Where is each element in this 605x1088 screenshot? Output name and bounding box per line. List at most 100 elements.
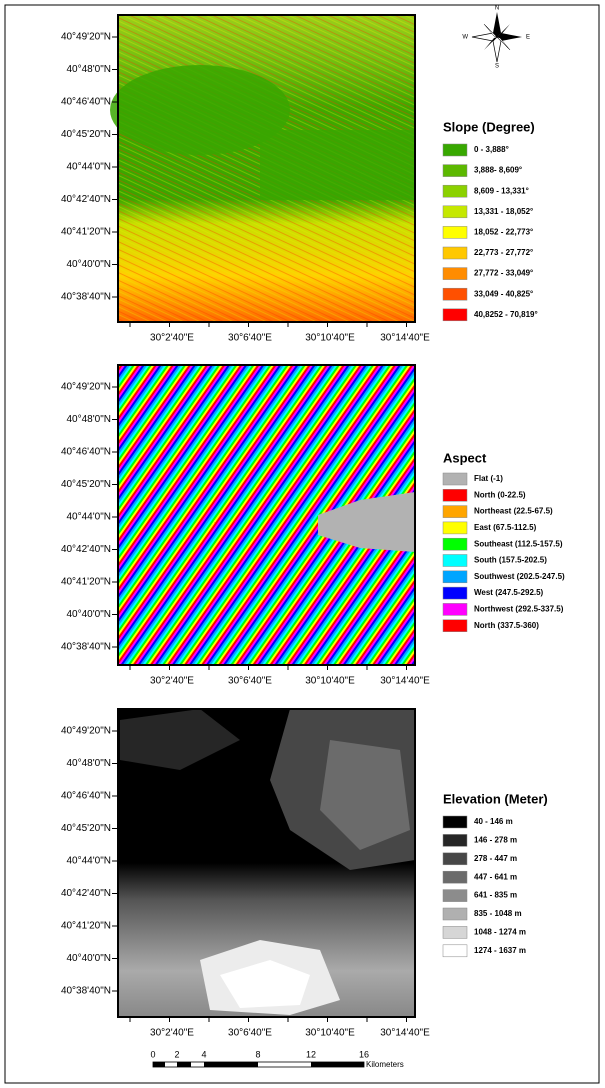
scale-label: 4 (201, 1049, 206, 1059)
legend-label: 278 - 447 m (474, 854, 517, 863)
lat-label: 40°41'20"N (61, 921, 111, 932)
lat-label: 40°46'40"N (61, 97, 111, 108)
legend-label: 33,049 - 40,825° (474, 289, 533, 298)
scale-label: 16 (359, 1049, 369, 1059)
legend-swatch (443, 587, 467, 599)
legend-swatch (443, 538, 467, 550)
legend-swatch (443, 926, 467, 938)
lon-label: 30°14'40"E (380, 333, 430, 344)
legend-label: 22,773 - 27,772° (474, 248, 533, 257)
lon-label: 30°6'40"E (228, 333, 272, 344)
lat-label: 40°44'0"N (67, 856, 112, 867)
legend-label: 447 - 641 m (474, 872, 517, 881)
slope-map (110, 15, 415, 322)
lat-label: 40°49'20"N (61, 382, 111, 393)
lon-label: 30°10'40"E (305, 333, 355, 344)
legend-swatch (443, 473, 467, 485)
legend-swatch (443, 908, 467, 920)
legend-label: West (247.5-292.5) (474, 588, 544, 597)
lon-label: 30°10'40"E (305, 1028, 355, 1039)
lat-label: 40°38'40"N (61, 642, 111, 653)
legend-swatch (443, 144, 467, 156)
legend-swatch (443, 268, 467, 280)
aspect-map (118, 365, 415, 665)
legend-label: Southeast (112.5-157.5) (474, 539, 563, 548)
lat-label: 40°41'20"N (61, 577, 111, 588)
legend-title: Aspect (443, 450, 487, 465)
legend-label: 13,331 - 18,052° (474, 207, 533, 216)
legend-swatch (443, 185, 467, 197)
legend-label: 0 - 3,888° (474, 145, 509, 154)
lon-label: 30°2'40"E (150, 1028, 194, 1039)
elevation-map (118, 709, 415, 1017)
lat-label: 40°42'40"N (61, 544, 111, 555)
legend-swatch (443, 165, 467, 177)
legend-title: Elevation (Meter) (443, 791, 548, 806)
legend-swatch (443, 226, 467, 238)
scale-label: 2 (174, 1049, 179, 1059)
lon-label: 30°2'40"E (150, 333, 194, 344)
lat-label: 40°45'20"N (61, 479, 111, 490)
scale-label: 8 (255, 1049, 260, 1059)
legend-swatch (443, 871, 467, 883)
lon-label: 30°6'40"E (228, 676, 272, 687)
compass-w: W (462, 35, 468, 41)
figure: N S E W 40°49'20"N 40°48'0"N 40°46'40"N 40°… (0, 0, 605, 1088)
legend-swatch (443, 571, 467, 583)
lat-label: 40°45'20"N (61, 129, 111, 140)
lon-label: 30°14'40"E (380, 1028, 430, 1039)
legend-label: 641 - 835 m (474, 891, 517, 900)
legend-label: 146 - 278 m (474, 836, 517, 845)
legend-label: 27,772 - 33,049° (474, 269, 533, 278)
legend-swatch (443, 816, 467, 828)
lat-label: 40°44'0"N (67, 512, 112, 523)
scale-label: 12 (306, 1049, 316, 1059)
legend-label: North (337.5-360) (474, 621, 539, 630)
legend-swatch (443, 309, 467, 321)
lat-label: 40°38'40"N (61, 986, 111, 997)
scale-bar (153, 1062, 364, 1067)
lon-label: 30°10'40"E (305, 676, 355, 687)
legend-label: 1048 - 1274 m (474, 928, 526, 937)
legend-swatch (443, 206, 467, 218)
lat-label: 40°46'40"N (61, 791, 111, 802)
lon-label: 30°6'40"E (228, 1028, 272, 1039)
compass: N S E W (462, 6, 530, 70)
legend-swatch (443, 603, 467, 615)
lat-label: 40°41'20"N (61, 227, 111, 238)
lat-label: 40°44'0"N (67, 162, 112, 173)
legend-swatch (443, 890, 467, 902)
legend-swatch (443, 247, 467, 259)
lat-label: 40°40'0"N (67, 609, 112, 620)
compass-e: E (526, 35, 530, 41)
legend-swatch (443, 945, 467, 957)
page: N S E W 40°49'20"N 40°48'0"N 40°46'40"N 40°… (0, 0, 605, 1088)
legend-swatch (443, 853, 467, 865)
scale-unit: Kilometers (366, 1060, 404, 1069)
legend-label: 1274 - 1637 m (474, 946, 526, 955)
legend-label: Northeast (22.5-67.5) (474, 507, 553, 516)
legend-label: Northwest (292.5-337.5) (474, 605, 564, 614)
legend-swatch (443, 834, 467, 846)
lat-label: 40°48'0"N (67, 64, 112, 75)
legend-label: Flat (-1) (474, 474, 503, 483)
legend-label: 3,888- 8,609° (474, 166, 522, 175)
legend-title: Slope (Degree) (443, 119, 535, 134)
lat-label: 40°42'40"N (61, 888, 111, 899)
legend-swatch (443, 522, 467, 534)
lat-label: 40°49'20"N (61, 726, 111, 737)
legend-swatch (443, 489, 467, 501)
lat-label: 40°42'40"N (61, 194, 111, 205)
lon-label: 30°14'40"E (380, 676, 430, 687)
legend-label: 8,609 - 13,331° (474, 186, 529, 195)
lat-label: 40°45'20"N (61, 823, 111, 834)
legend-label: 18,052 - 22,773° (474, 228, 533, 237)
legend-label: Southwest (202.5-247.5) (474, 572, 565, 581)
legend-swatch (443, 288, 467, 300)
compass-n: N (495, 6, 499, 12)
legend-label: North (0-22.5) (474, 490, 526, 499)
lat-label: 40°48'0"N (67, 758, 112, 769)
legend-label: South (157.5-202.5) (474, 556, 547, 565)
scale-label: 0 (150, 1049, 155, 1059)
legend-label: 835 - 1048 m (474, 909, 522, 918)
